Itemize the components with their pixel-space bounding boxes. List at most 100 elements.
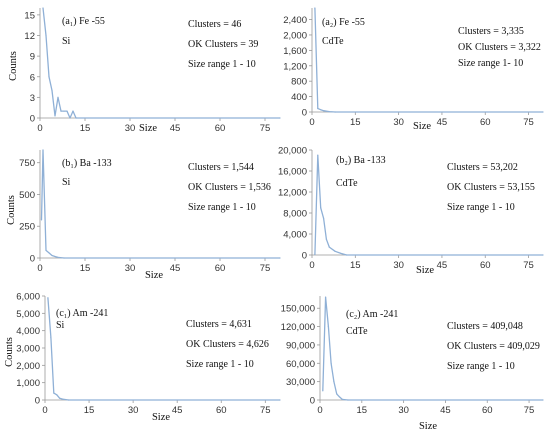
data-point (330, 362, 332, 364)
y-tick-label: 9 (30, 52, 35, 63)
data-point (279, 117, 281, 119)
y-tick-label: 1,600 (283, 46, 307, 57)
y-tick-label: 20,000 (278, 146, 307, 157)
y-tick-label: 750 (19, 158, 35, 169)
data-point (60, 110, 62, 112)
x-tick-label: 15 (80, 263, 91, 274)
panel-label: (c₂) Am -241 (346, 309, 398, 320)
panel-label: (b₁) Ba -133 (62, 158, 112, 169)
stats-annotation: Clusters = 409,048 (447, 321, 523, 332)
data-point (56, 394, 58, 396)
y-tick-label: 0 (310, 396, 315, 407)
x-tick-label: 60 (216, 405, 227, 416)
series-line (47, 297, 280, 401)
y-tick-label: 1,200 (283, 61, 307, 72)
panel-label: (b₂) Ba -133 (336, 155, 386, 166)
x-tick-label: 45 (170, 263, 181, 274)
y-tick-label: 6 (30, 72, 35, 83)
y-tick-label: 3,000 (16, 344, 40, 355)
x-tick-label: 0 (309, 117, 314, 128)
data-point (47, 297, 49, 299)
x-axis-label: Size (152, 412, 170, 423)
y-tick-label: 90,000 (286, 340, 315, 351)
stats-annotation: Size range 1 - 10 (447, 202, 515, 213)
stats-annotation: Size range 1 - 10 (188, 59, 256, 70)
panel-1: 0 15 30 45 60 75 0 3 6 9 12 15 (a₁) Fe -55 Si Clusters… (8, 7, 281, 134)
stats-annotation: Size range 1 - 10 (188, 202, 256, 213)
stats-annotation: OK Clusters = 39 (188, 39, 258, 50)
stats-annotation: OK Clusters = 4,626 (186, 339, 269, 350)
y-tick-label: 4,000 (283, 230, 307, 241)
material-label: Si (56, 320, 65, 331)
x-tick-label: 0 (37, 263, 42, 274)
y-tick-label: 3 (30, 93, 35, 104)
data-point (325, 238, 328, 240)
x-tick-label: 15 (357, 405, 368, 416)
y-tick-label: 0 (35, 396, 40, 407)
y-tick-label: 0 (302, 251, 307, 262)
data-point (328, 246, 330, 248)
y-tick-label: 4,000 (16, 326, 40, 337)
x-tick-label: 60 (480, 260, 491, 271)
stats-annotation: Size range 1 - 10 (186, 359, 254, 370)
series-line (314, 154, 543, 256)
data-point (279, 257, 281, 259)
data-point (45, 34, 47, 37)
data-point (48, 252, 50, 254)
x-tick-label: 30 (128, 405, 139, 416)
data-point (317, 154, 319, 156)
y-tick-label: 30,000 (286, 377, 315, 388)
data-point (69, 117, 71, 119)
x-axis-label: Size (416, 265, 434, 276)
x-tick-label: 30 (398, 405, 409, 416)
data-point (322, 217, 325, 219)
x-axis-label: Size (145, 270, 163, 281)
data-point (338, 396, 341, 398)
y-tick-label: 1,000 (16, 378, 40, 389)
data-point (48, 76, 50, 78)
stats-annotation: Clusters = 53,202 (447, 162, 518, 173)
stats-annotation: OK Clusters = 409,029 (447, 341, 540, 352)
x-tick-label: 0 (309, 260, 314, 271)
data-point (63, 110, 65, 112)
x-tick-label: 45 (440, 405, 451, 416)
stats-annotation: Clusters = 46 (188, 19, 241, 30)
data-point (320, 207, 322, 209)
data-point (45, 249, 47, 251)
data-point (542, 399, 544, 401)
data-point (317, 107, 319, 110)
panel-label: (a₁) Fe -55 (62, 16, 105, 27)
data-point (57, 96, 59, 98)
x-tick-label: 15 (80, 123, 91, 134)
panel-6: 0 15 30 45 60 75 0 30,000 60,000 90,000 120,000 150… (281, 296, 544, 432)
stats-annotation: Size range 1 - 10 (447, 361, 515, 372)
data-point (327, 325, 329, 328)
y-axis-label: Counts (6, 195, 17, 225)
data-point (322, 390, 324, 392)
y-tick-label: 16,000 (278, 167, 307, 178)
y-tick-label: 12 (24, 31, 35, 42)
stats-annotation: OK Clusters = 53,155 (447, 182, 535, 193)
y-tick-label: 12,000 (278, 188, 307, 199)
y-tick-label: 8,000 (283, 209, 307, 220)
x-tick-label: 15 (350, 117, 361, 128)
y-tick-label: 5,000 (16, 309, 40, 320)
panel-5: 0 15 30 45 60 75 0 1,000 2,000 3,000 4,000 5,000 6,0… (4, 292, 281, 423)
y-tick-label: 500 (19, 190, 35, 201)
x-axis-label: Size (139, 123, 157, 134)
panel-label: (a₂) Fe -55 (322, 17, 365, 28)
data-point (51, 89, 53, 92)
y-tick-label: 120,000 (281, 322, 315, 333)
data-point (54, 255, 56, 258)
material-label: CdTe (322, 36, 344, 47)
y-tick-label: 250 (19, 222, 35, 233)
y-tick-label: 2,000 (283, 30, 307, 41)
data-point (62, 398, 64, 400)
data-point (67, 399, 70, 401)
data-point (314, 253, 316, 256)
y-axis-label: Counts (4, 337, 15, 367)
x-tick-label: 45 (172, 405, 183, 416)
data-point (40, 219, 43, 221)
x-tick-label: 45 (170, 123, 181, 134)
y-tick-label: 0 (302, 108, 307, 119)
